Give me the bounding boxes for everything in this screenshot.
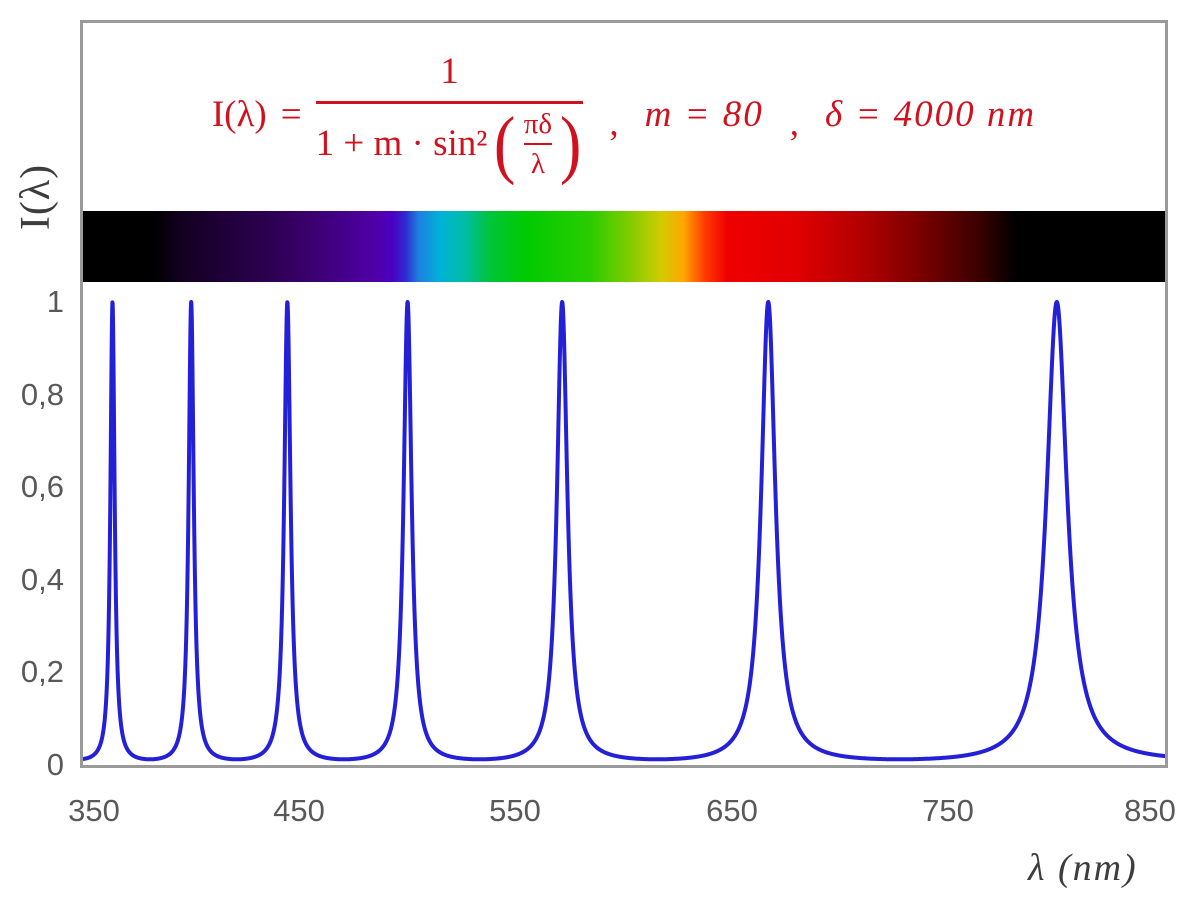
inner-numerator: πδ <box>523 108 552 140</box>
formula-fraction: 1 1 + m · sin² ( πδ λ ) <box>315 47 584 186</box>
x-tick-label: 650 <box>706 793 758 828</box>
param-m: m = 80 <box>644 93 764 135</box>
y-tick-label: 0,6 <box>20 469 64 504</box>
left-paren: ( <box>494 101 516 186</box>
x-tick-label: 750 <box>922 793 974 828</box>
param-delta: δ = 4000 nm <box>825 93 1037 135</box>
y-tick-label: 0,2 <box>20 654 64 689</box>
x-tick-label: 850 <box>1124 793 1176 828</box>
x-tick-label: 350 <box>68 793 120 828</box>
formula: I(λ) = 1 1 + m · sin² ( πδ λ ) , m = 80 <box>83 47 1165 186</box>
x-tick-label: 450 <box>273 793 325 828</box>
fraction-bar <box>315 101 584 104</box>
x-tick-label: 550 <box>489 793 541 828</box>
intensity-curve <box>83 300 1165 762</box>
x-axis-title: λ (nm) <box>1028 847 1138 889</box>
y-tick-label: 0,4 <box>20 562 64 597</box>
airy-curve-path <box>83 300 1165 762</box>
comma-separator: , <box>789 102 800 144</box>
chart-frame: I(λ) = 1 1 + m · sin² ( πδ λ ) , m = 80 <box>80 20 1168 768</box>
y-tick-label: 0 <box>46 747 64 782</box>
right-paren: ) <box>559 101 582 186</box>
fraction-numerator: 1 <box>440 51 459 92</box>
y-axis-title: I(λ) <box>13 163 59 231</box>
y-tick-label: 1 <box>46 284 64 319</box>
fraction-denominator: 1 + m · sin² ( πδ λ ) <box>315 101 584 186</box>
comma-separator: , <box>609 102 619 144</box>
inner-fraction-bar <box>523 143 552 145</box>
spectrum-bar <box>83 211 1165 282</box>
formula-equals: = <box>280 93 302 135</box>
denominator-text: 1 + m · sin² <box>315 123 488 164</box>
inner-denominator: λ <box>530 148 545 180</box>
y-tick-label: 0,8 <box>20 377 64 412</box>
formula-lhs: I(λ) <box>211 93 267 135</box>
inner-fraction: πδ λ <box>523 107 552 181</box>
